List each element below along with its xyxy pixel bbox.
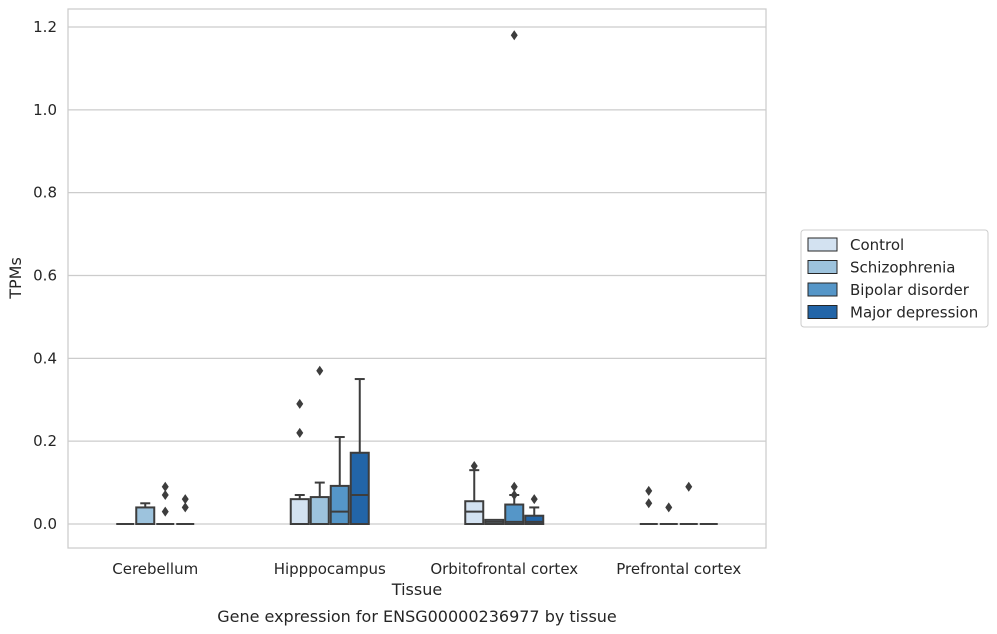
outlier-point [161, 481, 169, 492]
plot-area [67, 8, 767, 549]
box-hipppocampus-schizophrenia [309, 365, 330, 525]
y-tick-label: 0.2 [33, 432, 57, 450]
legend-label: Major depression [850, 304, 978, 322]
y-tick-label: 1.0 [33, 101, 57, 119]
legend-label: Control [850, 236, 904, 254]
legend-swatch [807, 305, 838, 319]
box-prefrontal-cortex-bipolar-disorder [679, 481, 698, 525]
outlier-point [181, 494, 189, 505]
legend-swatch [807, 237, 838, 252]
box-prefrontal-cortex-control [639, 485, 658, 525]
legend: Control Schizophrenia Bipolar disorder Majo… [800, 229, 989, 328]
box-iqr [504, 503, 525, 526]
outlier-point [510, 30, 518, 41]
legend-label: Bipolar disorder [850, 281, 970, 299]
y-axis-label: TPMs [6, 257, 25, 300]
outlier-point [296, 398, 304, 409]
outlier-point [665, 502, 673, 513]
y-tick-label: 0.6 [33, 267, 57, 285]
box-hipppocampus-control [289, 398, 310, 525]
x-axis-label: Tissue [391, 580, 442, 599]
box-iqr [289, 498, 310, 525]
box-hipppocampus-bipolar-disorder [329, 436, 350, 525]
outlier-point [645, 485, 653, 496]
legend-frame [800, 229, 989, 328]
outlier-point [530, 494, 538, 505]
box-cerebellum-major-depression [176, 494, 195, 525]
y-tick-label: 0.0 [33, 515, 57, 533]
box-iqr [524, 514, 545, 526]
y-axis: 0.0 0.2 0.4 0.6 0.8 1.0 1.2 [33, 18, 57, 533]
legend-swatch [807, 282, 838, 297]
outlier-point [645, 498, 653, 509]
x-tick-label: Hipppocampus [274, 560, 386, 578]
box-orbitofrontal-cortex-schizophrenia [484, 518, 505, 526]
y-tick-label: 0.8 [33, 184, 57, 202]
box-iqr [464, 500, 485, 525]
gridlines [68, 26, 766, 525]
box-iqr [329, 484, 350, 525]
x-tick-label: Cerebellum [112, 560, 198, 578]
y-tick-label: 1.2 [33, 18, 57, 36]
outlier-point [316, 365, 324, 376]
x-axis: Cerebellum Hipppocampus Orbitofrontal cort… [112, 560, 741, 578]
legend-swatch [807, 260, 838, 274]
box-iqr [309, 496, 330, 525]
box-iqr [349, 451, 370, 525]
y-tick-label: 0.4 [33, 349, 57, 367]
box-iqr [135, 506, 156, 525]
boxes [116, 30, 718, 526]
outlier-point [470, 461, 478, 472]
outlier-point [510, 481, 518, 492]
x-tick-label: Orbitofrontal cortex [430, 560, 578, 578]
box-hipppocampus-major-depression [349, 378, 370, 525]
box-cerebellum-schizophrenia [135, 502, 156, 525]
x-tick-label: Prefrontal cortex [616, 560, 741, 578]
outlier-point [296, 427, 304, 438]
chart-caption: Gene expression for ENSG00000236977 by t… [217, 607, 617, 626]
outlier-point [181, 502, 189, 513]
outlier-point [161, 490, 169, 501]
box-cerebellum-bipolar-disorder [156, 481, 175, 525]
box-prefrontal-cortex-schizophrenia [659, 502, 678, 525]
outlier-point [685, 481, 693, 492]
box-orbitofrontal-cortex-control [464, 461, 485, 525]
outlier-point [161, 506, 169, 517]
legend-label: Schizophrenia [850, 259, 955, 277]
outlier-point [510, 490, 518, 501]
box-orbitofrontal-cortex-bipolar-disorder [504, 30, 525, 526]
box-orbitofrontal-cortex-major-depression [524, 494, 545, 526]
